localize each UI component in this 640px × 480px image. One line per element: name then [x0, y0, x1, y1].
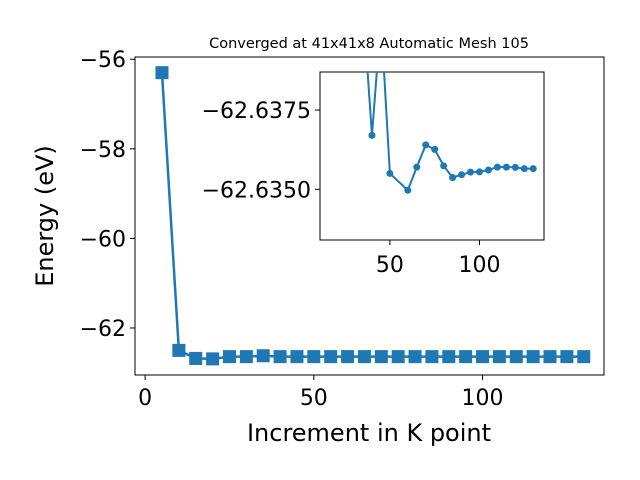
data-point-marker [374, 350, 388, 364]
data-point-marker [493, 163, 501, 171]
data-point-marker [360, 2, 367, 9]
x-tick-label: 50 [376, 253, 404, 278]
data-point-marker [155, 66, 169, 80]
data-point-marker [511, 163, 519, 171]
inset-chart: 50 100 −62.6375 −62.6350 [202, 2, 545, 278]
data-point-marker [368, 131, 376, 139]
data-point-marker [222, 350, 236, 364]
data-point-marker [206, 352, 220, 366]
inset-x-ticks: 50 100 [376, 240, 500, 278]
y-tick-label: −62.6375 [202, 99, 311, 124]
data-point-marker [459, 350, 473, 364]
data-point-marker [560, 350, 574, 364]
data-point-marker [404, 186, 412, 194]
data-point-marker [189, 351, 203, 365]
inset-series-markers [360, 2, 537, 194]
data-point-marker [449, 174, 457, 182]
inset-y-ticks: −62.6375 −62.6350 [202, 99, 320, 203]
data-point-marker [273, 350, 287, 364]
data-point-marker [290, 350, 304, 364]
data-point-marker [492, 350, 506, 364]
data-point-marker [526, 350, 540, 364]
x-tick-label: 50 [300, 386, 328, 411]
y-tick-label: −62.6350 [202, 178, 311, 203]
data-point-marker [425, 350, 439, 364]
data-point-marker [467, 168, 475, 176]
x-tick-label: 100 [458, 253, 500, 278]
data-point-marker [458, 171, 466, 179]
x-tick-label: 0 [138, 386, 152, 411]
data-point-marker [475, 168, 483, 176]
data-point-marker [377, 15, 384, 22]
data-point-marker [484, 166, 492, 174]
x-axis-label: Increment in K point [247, 419, 491, 447]
x-tick-label: 100 [462, 386, 504, 411]
main-series-markers [155, 66, 591, 366]
data-point-marker [442, 350, 456, 364]
main-x-ticks: 0 50 100 [138, 375, 504, 411]
data-point-marker [341, 350, 355, 364]
data-point-marker [256, 349, 270, 363]
y-tick-label: −58 [80, 138, 126, 163]
data-point-marker [324, 350, 338, 364]
data-point-marker [431, 145, 439, 153]
data-point-marker [357, 350, 371, 364]
y-tick-label: −62 [80, 317, 126, 342]
data-point-marker [520, 165, 528, 173]
y-tick-label: −56 [80, 48, 126, 73]
data-point-marker [502, 163, 510, 171]
data-point-marker [422, 141, 430, 149]
data-point-marker [408, 350, 422, 364]
data-point-marker [239, 350, 253, 364]
data-point-marker [476, 350, 490, 364]
inset-plot-area [319, 71, 545, 241]
data-point-marker [440, 162, 448, 170]
data-point-marker [391, 350, 405, 364]
data-point-marker [577, 350, 591, 364]
data-point-marker [413, 163, 421, 171]
y-axis-label: Energy (eV) [31, 145, 59, 287]
chart-title: Converged at 41x41x8 Automatic Mesh 105 [209, 36, 529, 52]
main-y-ticks: −56 −58 −60 −62 [80, 48, 135, 342]
data-point-marker [509, 350, 523, 364]
data-point-marker [543, 350, 557, 364]
data-point-marker [386, 169, 394, 177]
y-tick-label: −60 [80, 227, 126, 252]
data-point-marker [307, 350, 321, 364]
data-point-marker [529, 165, 537, 173]
data-point-marker [172, 343, 186, 357]
